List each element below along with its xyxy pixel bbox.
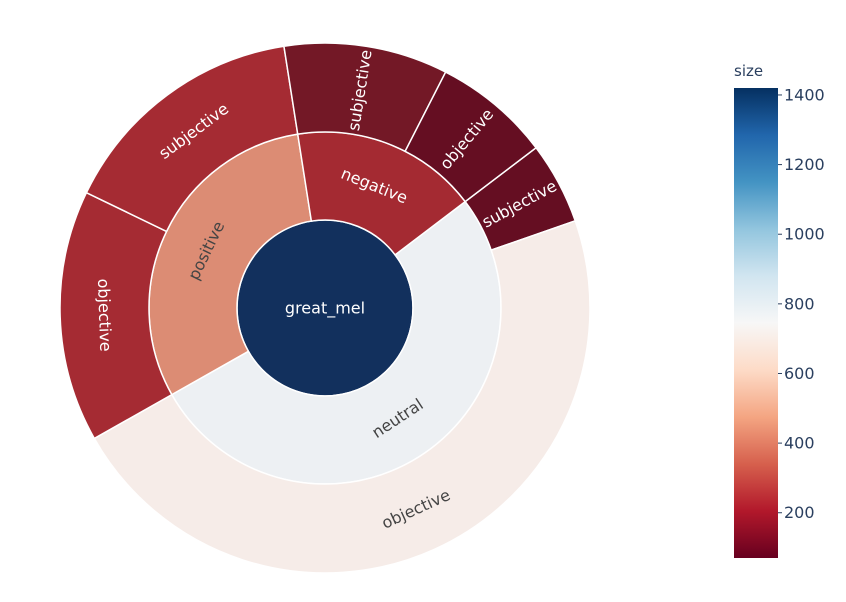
label-positive-objective: objective xyxy=(94,278,115,352)
colorbar-tick-label: 800 xyxy=(784,294,815,313)
label-root: great_mel xyxy=(285,299,365,319)
sector-negative-objective[interactable] xyxy=(404,71,538,203)
colorbar-tick-label: 1400 xyxy=(784,85,825,104)
sector-neutral-objective[interactable] xyxy=(93,219,591,574)
colorbar-tick-label: 1000 xyxy=(784,225,825,244)
sunburst-plot: great_melneutralsubjectiveobjectiveposit… xyxy=(59,42,591,574)
colorbar-tick-label: 400 xyxy=(784,434,815,453)
colorbar-tick-label: 600 xyxy=(784,364,815,383)
colorbar: size 200 400 600 800 1000 1200 1400 xyxy=(734,62,825,558)
colorbar-gradient xyxy=(734,88,778,558)
colorbar-tick-label: 1200 xyxy=(784,155,825,174)
colorbar-tick-label: 200 xyxy=(784,503,815,522)
colorbar-title: size xyxy=(734,62,763,80)
